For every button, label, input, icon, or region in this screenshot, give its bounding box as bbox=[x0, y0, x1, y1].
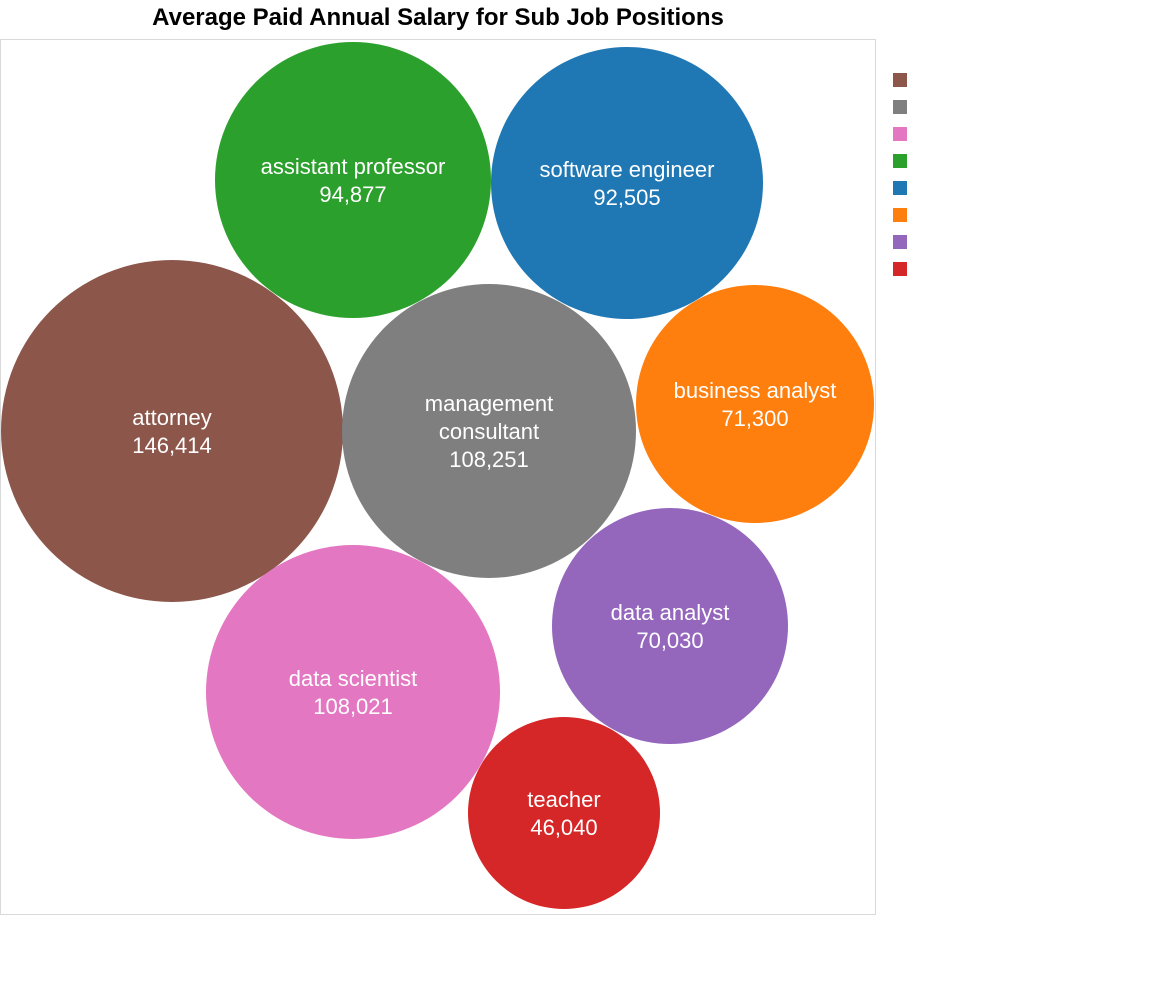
legend-swatch-attorney[interactable] bbox=[893, 73, 907, 87]
chart-title: Average Paid Annual Salary for Sub Job P… bbox=[152, 4, 724, 31]
bubble-management-consultant[interactable] bbox=[342, 284, 636, 578]
bubble-label-data-scientist: data scientist bbox=[289, 666, 417, 691]
legend-swatch-management-consultant[interactable] bbox=[893, 100, 907, 114]
bubble-label-software-engineer: software engineer bbox=[540, 157, 715, 182]
bubble-value-data-scientist: 108,021 bbox=[313, 694, 393, 719]
bubble-label-assistant-professor: assistant professor bbox=[261, 154, 446, 179]
bubble-business-analyst[interactable] bbox=[636, 285, 874, 523]
bubble-label-data-analyst: data analyst bbox=[611, 600, 730, 625]
bubble-value-data-analyst: 70,030 bbox=[636, 628, 703, 653]
bubble-data-scientist[interactable] bbox=[206, 545, 500, 839]
bubble-label-attorney: attorney bbox=[132, 405, 212, 430]
bubble-software-engineer[interactable] bbox=[491, 47, 763, 319]
bubble-attorney[interactable] bbox=[1, 260, 343, 602]
bubble-data-analyst[interactable] bbox=[552, 508, 788, 744]
legend-swatch-data-analyst[interactable] bbox=[893, 235, 907, 249]
bubble-value-assistant-professor: 94,877 bbox=[319, 182, 386, 207]
bubble-value-software-engineer: 92,505 bbox=[593, 185, 660, 210]
legend-swatch-assistant-professor[interactable] bbox=[893, 154, 907, 168]
bubbles-group: attorney 146,414 management consultant 108,2… bbox=[1, 42, 874, 909]
legend-swatch-teacher[interactable] bbox=[893, 262, 907, 276]
bubble-teacher[interactable] bbox=[468, 717, 660, 909]
bubble-assistant-professor[interactable] bbox=[215, 42, 491, 318]
bubble-value-teacher: 46,040 bbox=[530, 815, 597, 840]
bubble-value-attorney: 146,414 bbox=[132, 433, 212, 458]
bubble-label-management-consultant: management bbox=[425, 391, 553, 416]
legend-swatch-business-analyst[interactable] bbox=[893, 208, 907, 222]
bubble-label-teacher: teacher bbox=[527, 787, 600, 812]
legend-swatch-data-scientist[interactable] bbox=[893, 127, 907, 141]
bubble-value-management-consultant: 108,251 bbox=[449, 447, 529, 472]
bubble-label-management-consultant: consultant bbox=[439, 419, 539, 444]
legend-swatch-software-engineer[interactable] bbox=[893, 181, 907, 195]
bubble-label-business-analyst: business analyst bbox=[674, 378, 837, 403]
legend bbox=[893, 73, 907, 276]
bubble-value-business-analyst: 71,300 bbox=[721, 406, 788, 431]
